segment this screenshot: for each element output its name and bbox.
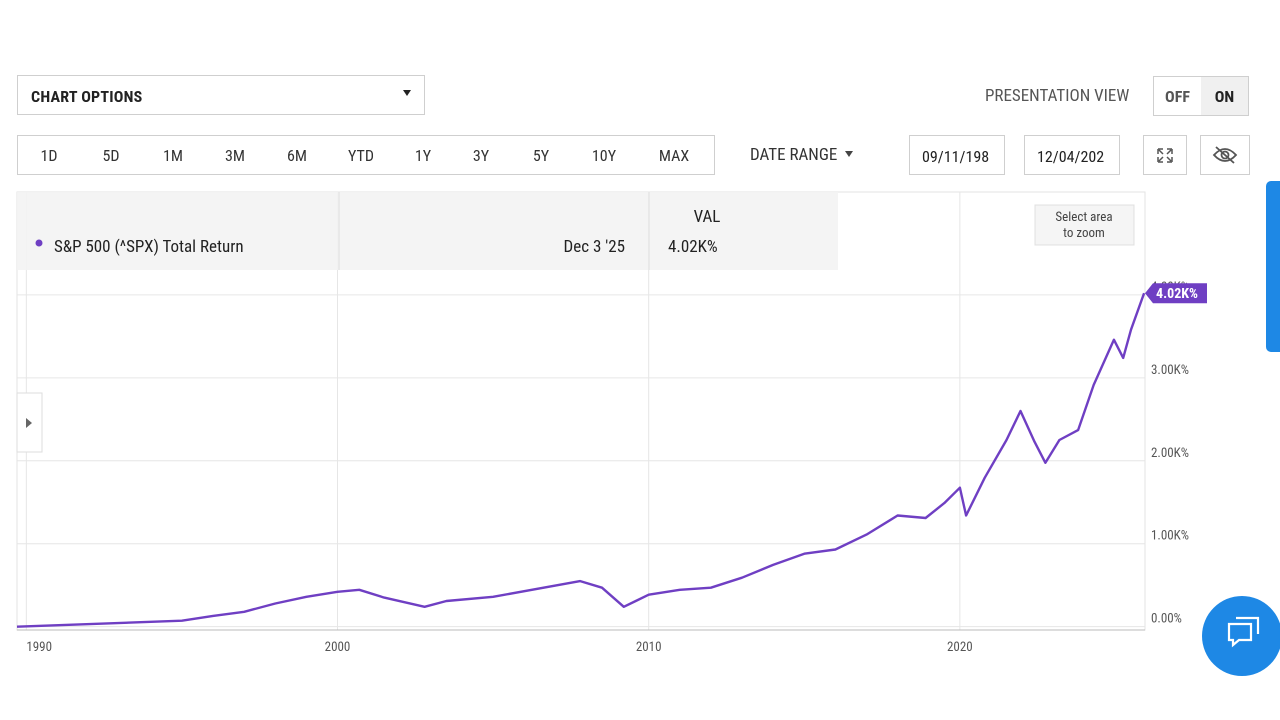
range-buttons: 1D 5D 1M 3M 6M YTD 1Y 3Y 5Y 10Y MAX [17,135,715,175]
fullscreen-icon [1157,148,1173,163]
chat-icon [1227,616,1260,648]
range-button[interactable]: 1Y [414,145,432,165]
date-range-label: DATE RANGE [750,145,838,165]
hide-icon [1212,146,1238,164]
y-tick-label: 0.00% [1151,612,1182,627]
presentation-view-label: PRESENTATION VIEW [985,86,1130,106]
hide-button[interactable] [1200,135,1250,175]
y-tick-label: 3.00K% [1151,363,1189,378]
x-tick-label: 2020 [947,640,973,655]
collapse-arrow [26,418,32,428]
range-button[interactable]: 3M [225,145,245,165]
chat-button[interactable] [1202,596,1280,676]
presentation-toggle: OFF ON [1153,76,1249,116]
range-button[interactable]: 10Y [591,145,617,165]
legend-dot [35,239,43,247]
date-range[interactable]: DATE RANGE [750,145,854,165]
chart-options-label: CHART OPTIONS [31,87,143,106]
range-button[interactable]: MAX [658,145,690,165]
toggle-on[interactable]: ON [1201,77,1248,115]
legend-label: S&P 500 (^SPX) Total Return [54,237,244,257]
collapse-button[interactable] [16,392,43,453]
x-tick-label: 2010 [636,640,662,655]
zoom-hint: Select area [1055,210,1112,225]
range-button[interactable]: 3Y [472,145,490,165]
zoom-hint: to zoom [1063,226,1105,241]
series [16,292,1146,628]
range-button[interactable]: YTD [348,145,374,165]
chart-options[interactable]: CHART OPTIONS [17,75,425,115]
tooltip-date: Dec 3 '25 [564,237,625,257]
zoom-hint-box [1034,204,1135,246]
toggle-off[interactable]: OFF [1165,86,1190,106]
tooltip-header: VAL [694,207,721,227]
y-tick-label: 2.00K% [1151,446,1189,461]
side-tab[interactable] [1266,181,1280,352]
last-value-badge [1145,283,1207,304]
grid [17,192,1145,630]
tooltip-value: 4.02K% [668,237,718,257]
start-date[interactable]: 09/11/198 [909,135,1005,175]
legend-panel [17,192,838,270]
series-line [16,292,1146,628]
y-tick-label: 1.00K% [1151,529,1189,544]
range-button[interactable]: 6M [287,145,307,165]
range-button[interactable]: 1M [163,145,183,165]
fullscreen-button[interactable] [1143,135,1187,175]
x-tick-label: 2000 [325,640,351,655]
range-button[interactable]: 5D [102,145,120,165]
range-button[interactable]: 5Y [532,145,550,165]
end-date[interactable]: 12/04/202 [1024,135,1120,175]
range-button[interactable]: 1D [40,145,58,165]
x-tick-label: 1990 [26,640,52,655]
last-value-label: 4.02K% [1156,286,1198,302]
